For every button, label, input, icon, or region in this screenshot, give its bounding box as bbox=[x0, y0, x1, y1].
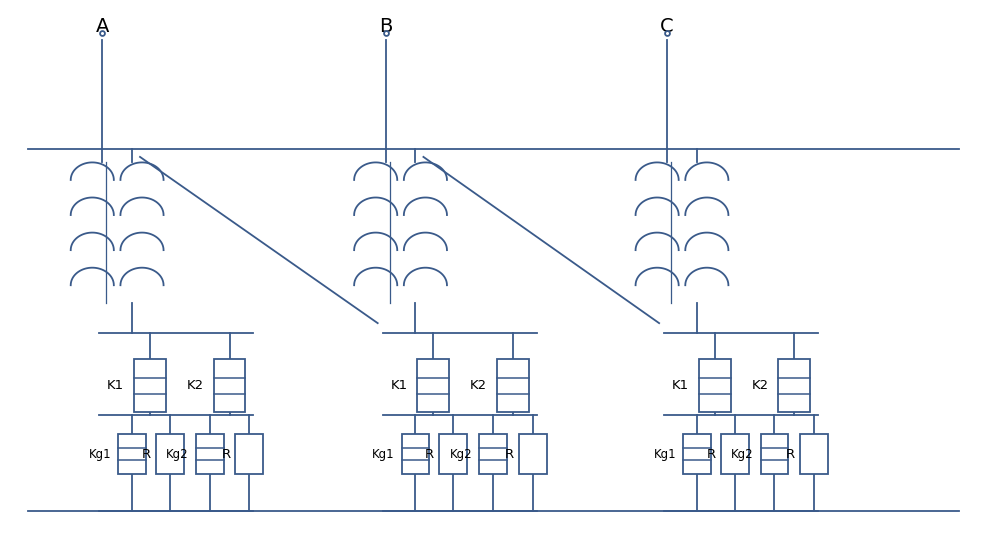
Polygon shape bbox=[439, 434, 467, 474]
Polygon shape bbox=[699, 360, 731, 413]
Text: R: R bbox=[221, 448, 231, 460]
Polygon shape bbox=[497, 360, 529, 413]
Polygon shape bbox=[134, 360, 166, 413]
Polygon shape bbox=[519, 434, 547, 474]
Text: K1: K1 bbox=[390, 379, 408, 393]
Text: R: R bbox=[425, 448, 434, 460]
Polygon shape bbox=[156, 434, 184, 474]
Text: K2: K2 bbox=[187, 379, 204, 393]
Text: R: R bbox=[707, 448, 716, 460]
Polygon shape bbox=[479, 434, 507, 474]
Text: C: C bbox=[660, 17, 674, 36]
Polygon shape bbox=[800, 434, 828, 474]
Text: K1: K1 bbox=[672, 379, 689, 393]
Text: K2: K2 bbox=[751, 379, 769, 393]
Text: Kg2: Kg2 bbox=[166, 448, 189, 460]
Polygon shape bbox=[761, 434, 788, 474]
Text: B: B bbox=[379, 17, 392, 36]
Text: Kg2: Kg2 bbox=[450, 448, 472, 460]
Text: Kg1: Kg1 bbox=[653, 448, 676, 460]
Polygon shape bbox=[417, 360, 449, 413]
Polygon shape bbox=[402, 434, 429, 474]
Text: Kg2: Kg2 bbox=[731, 448, 754, 460]
Text: R: R bbox=[786, 448, 795, 460]
Polygon shape bbox=[196, 434, 224, 474]
Text: K2: K2 bbox=[470, 379, 487, 393]
Text: R: R bbox=[505, 448, 514, 460]
Polygon shape bbox=[214, 360, 245, 413]
Polygon shape bbox=[683, 434, 711, 474]
Text: K1: K1 bbox=[107, 379, 124, 393]
Text: Kg1: Kg1 bbox=[89, 448, 111, 460]
Text: A: A bbox=[96, 17, 109, 36]
Polygon shape bbox=[778, 360, 810, 413]
Text: Kg1: Kg1 bbox=[372, 448, 395, 460]
Text: R: R bbox=[142, 448, 151, 460]
Polygon shape bbox=[721, 434, 749, 474]
Polygon shape bbox=[118, 434, 146, 474]
Polygon shape bbox=[235, 434, 263, 474]
